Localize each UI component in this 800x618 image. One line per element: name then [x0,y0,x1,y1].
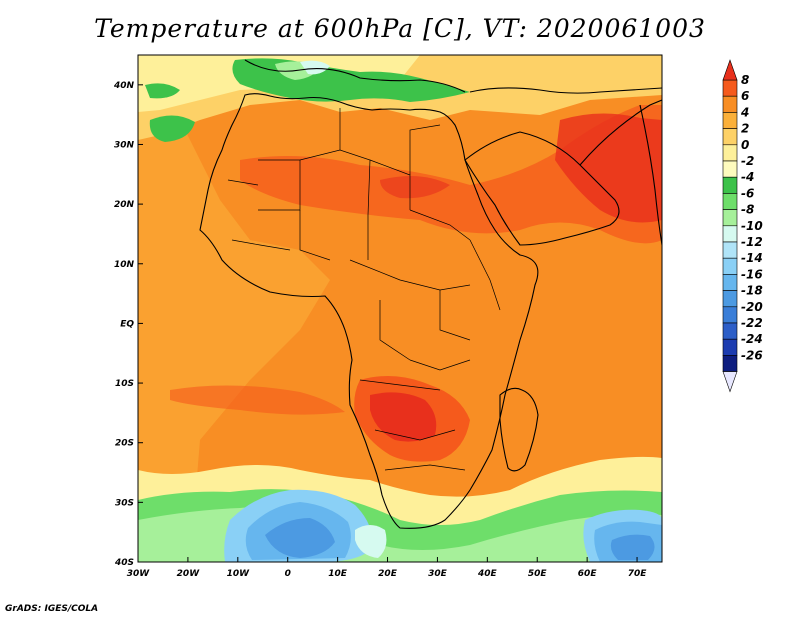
colorbar-label: -24 [741,332,763,346]
colorbar-swatch [722,176,738,194]
lat-tick-label: 30N [114,140,135,150]
colorbar-swatch [722,322,738,340]
colorbar-label: -22 [741,316,763,330]
country-borders [227,108,501,471]
colorbar-label: -6 [741,186,754,200]
lon-tick-label: 20W [177,569,201,579]
colorbar-swatch [722,209,738,227]
colorbar-swatch [722,290,738,308]
colorbar: 8 6 4 2 0 -2 -4 -6 -8 -10 -12 -14 -16 -18 -20 -22 -24 -26 [722,59,763,393]
colorbar-label: -4 [741,170,754,184]
lon-tick-label: 40E [477,569,498,579]
colorbar-label: 4 [740,105,749,119]
lon-tick-label: 60E [578,569,598,579]
lat-tick-label: 10S [115,379,134,389]
lat-tick-label: 20N [114,200,135,210]
credit-text: GrADS: IGES/COLA [5,604,99,614]
colorbar-swatch [722,79,738,97]
lat-tick-label: 30S [115,498,134,508]
colorbar-label: -10 [741,219,763,233]
lat-tick-label: 40S [114,558,134,568]
colorbar-swatch [722,241,738,259]
colorbar-swatch [722,225,738,243]
map-frame [137,54,663,563]
lat-tick-label: 10N [114,260,135,270]
lon-tick-label: 30E [428,569,448,579]
colorbar-swatch [722,193,738,210]
map-title: Temperature at 600hPa [C], VT: 202006100… [94,14,706,43]
colorbar-min-arrow [722,371,738,393]
colorbar-label: -12 [741,235,763,249]
lon-tick-label: 0 [285,569,291,579]
lon-tick-label: 10E [328,569,348,579]
lat-tick-label: 40N [113,81,135,91]
latitude-axis: 40N 30N 20N 10N EQ 10S 20S 30S 40S [113,81,143,568]
colorbar-label: -26 [741,348,763,362]
lon-tick-label: 70E [628,569,648,579]
colorbar-swatch [722,128,738,146]
colorbar-label: 2 [741,122,749,136]
colorbar-swatch [722,274,738,291]
colorbar-label: -8 [741,203,754,217]
lat-tick-label: EQ [120,319,134,329]
colorbar-swatch [722,355,738,372]
lon-tick-label: 20E [378,569,398,579]
colorbar-swatch [722,257,738,275]
colorbar-swatch [722,112,738,129]
colorbar-swatch [722,306,738,324]
coastline [199,59,662,529]
longitude-axis: 30W 20W 10W 0 10E 20E 30E 40E 50E 60E 70E [127,557,647,579]
colorbar-label: 6 [741,89,749,103]
lon-tick-label: 30W [127,569,151,579]
colorbar-label: -20 [741,300,763,314]
colorbar-swatch [722,338,738,356]
colorbar-swatch [722,160,738,178]
lat-tick-label: 20S [115,439,134,449]
colorbar-label: -18 [741,284,763,298]
lon-tick-label: 50E [528,569,548,579]
colorbar-max-arrow [722,59,738,81]
temperature-field [138,55,662,562]
colorbar-label: 0 [741,138,749,152]
colorbar-label: -16 [741,267,763,281]
colorbar-label: -2 [741,154,754,168]
colorbar-swatch [722,95,738,113]
lon-tick-label: 10W [227,569,251,579]
colorbar-swatch [722,144,738,162]
colorbar-label: 8 [741,73,749,87]
colorbar-label: -14 [741,251,763,265]
